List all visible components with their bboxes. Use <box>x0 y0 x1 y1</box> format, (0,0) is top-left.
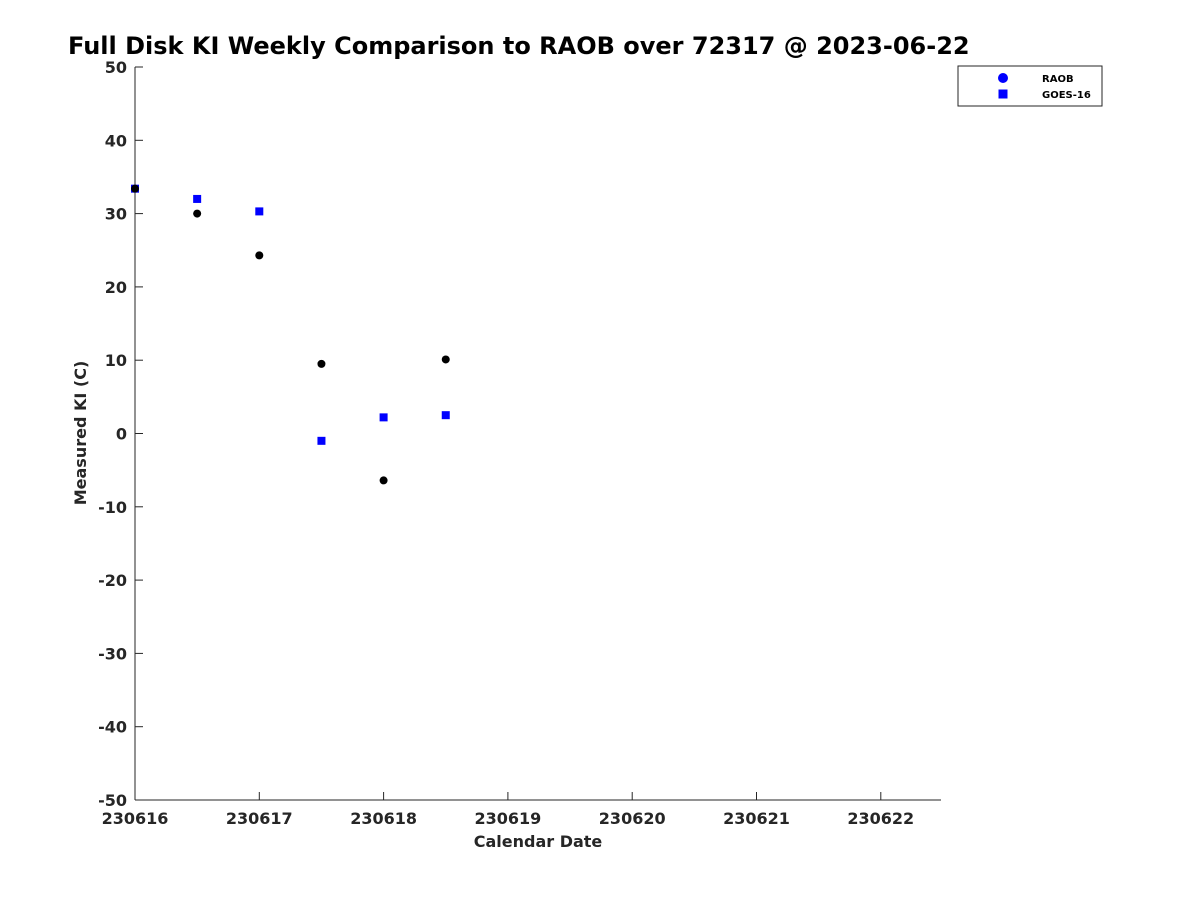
point-goes16 <box>317 436 326 445</box>
legend-label-raob: RAOB <box>1042 74 1074 85</box>
x-axis-label: Calendar Date <box>474 832 603 851</box>
point-goes16 <box>193 194 202 203</box>
legend-marker-raob <box>998 73 1008 83</box>
y-tick-label: 10 <box>105 351 127 370</box>
y-tick-label: -40 <box>98 718 127 737</box>
legend-box <box>957 65 1103 107</box>
point-goes16 <box>379 413 388 422</box>
x-tick-label: 230618 <box>350 809 417 828</box>
point-raob <box>255 251 264 260</box>
chart-title: Full Disk KI Weekly Comparison to RAOB o… <box>68 32 970 60</box>
y-ticks: -50 -40 -30 -20 -10 0 10 20 30 40 50 <box>98 58 143 810</box>
x-ticks: 230616 230617 230618 230619 230620 230621 2306… <box>102 792 914 828</box>
x-tick-label: 230621 <box>723 809 790 828</box>
x-tick-label: 230619 <box>475 809 542 828</box>
y-tick-label: -20 <box>98 571 127 590</box>
point-raob <box>193 209 202 218</box>
x-tick-label: 230622 <box>847 809 914 828</box>
point-raob <box>379 476 388 485</box>
y-tick-label: 20 <box>105 278 127 297</box>
point-goes16 <box>441 411 450 420</box>
y-tick-label: -30 <box>98 644 127 663</box>
legend: RAOB GOES-16 <box>957 65 1103 107</box>
legend-marker-goes16 <box>998 89 1008 99</box>
point-raob <box>441 355 450 364</box>
y-tick-label: 30 <box>105 205 127 224</box>
data-points <box>131 184 450 485</box>
legend-label-goes16: GOES-16 <box>1042 90 1091 101</box>
y-tick-label: 40 <box>105 131 127 150</box>
x-tick-label: 230617 <box>226 809 293 828</box>
point-raob <box>131 184 139 193</box>
y-axis-label: Measured KI (C) <box>71 361 90 506</box>
x-tick-label: 230616 <box>102 809 169 828</box>
point-raob <box>317 359 326 368</box>
point-goes16 <box>255 207 264 216</box>
x-tick-label: 230620 <box>599 809 666 828</box>
y-tick-label: 50 <box>105 58 127 77</box>
y-tick-label: 0 <box>116 425 127 444</box>
y-tick-label: -10 <box>98 498 127 517</box>
y-tick-label: -50 <box>98 791 127 810</box>
